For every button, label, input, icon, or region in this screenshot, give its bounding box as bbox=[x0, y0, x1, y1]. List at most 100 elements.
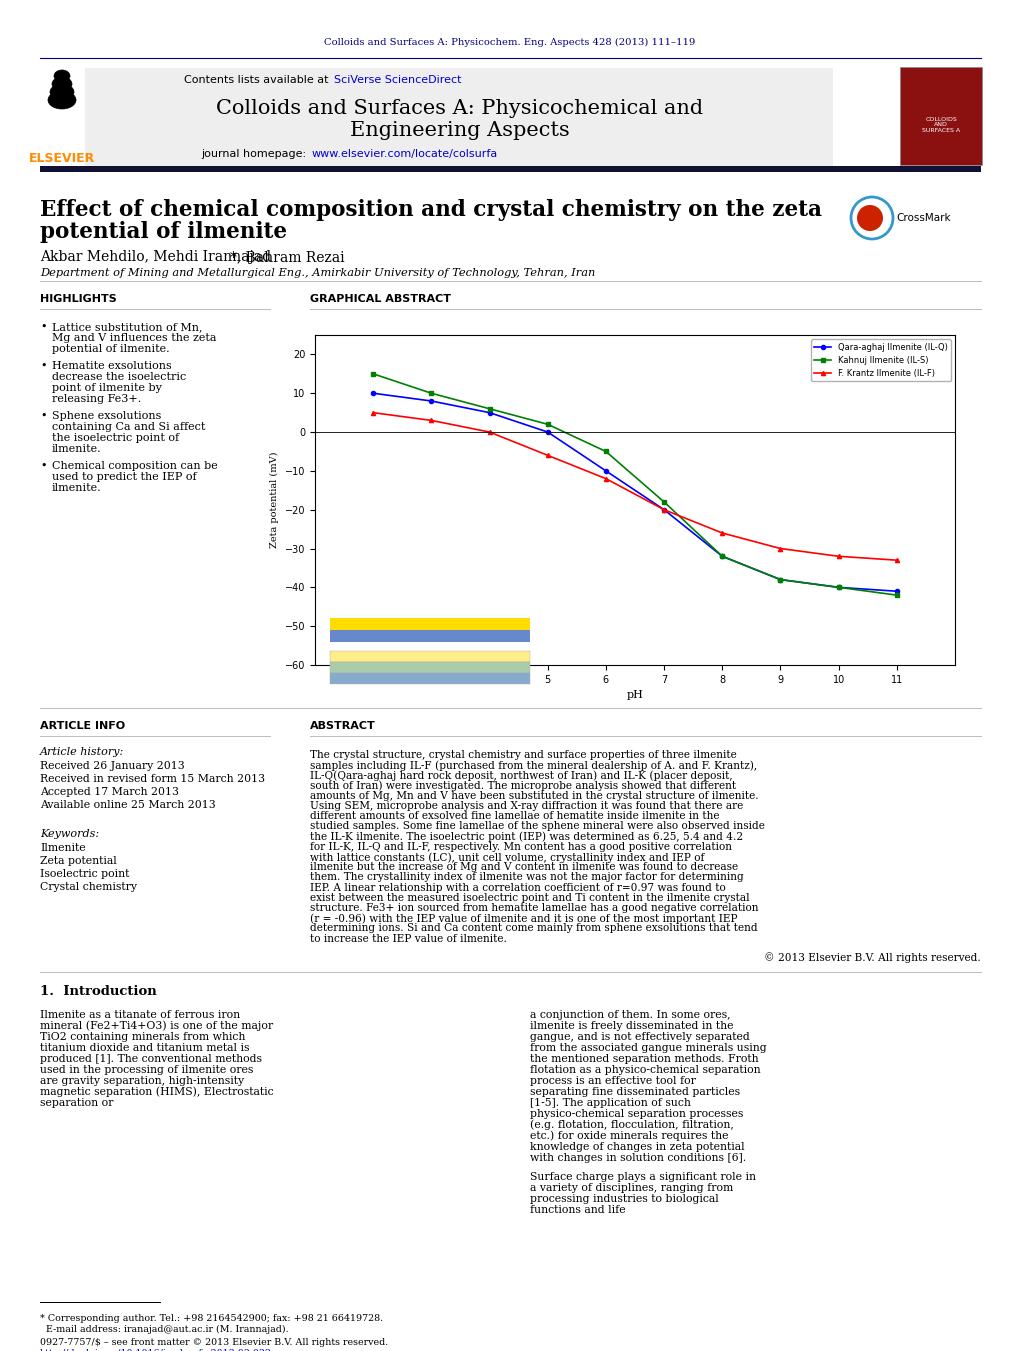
Text: 40.5: 40.5 bbox=[388, 676, 403, 684]
Text: structure. Fe3+ ion sourced from hematite lamellae has a good negative correlati: structure. Fe3+ ion sourced from hematit… bbox=[310, 902, 759, 913]
Qara-aghaj Ilmenite (IL-Q) bbox=[658, 501, 670, 517]
Text: potential of ilmenite.: potential of ilmenite. bbox=[52, 345, 169, 354]
Text: 3.98: 3.98 bbox=[436, 653, 451, 661]
Text: are gravity separation, high-intensity: are gravity separation, high-intensity bbox=[40, 1075, 244, 1086]
Text: (r = -0.96) with the IEP value of ilmenite and it is one of the most important I: (r = -0.96) with the IEP value of ilmeni… bbox=[310, 913, 737, 924]
Text: Colloids and Surfaces A: Physicochem. Eng. Aspects 428 (2013) 111–119: Colloids and Surfaces A: Physicochem. En… bbox=[325, 38, 695, 46]
Text: ilmenite.: ilmenite. bbox=[52, 444, 102, 454]
Text: ilmenite.: ilmenite. bbox=[52, 484, 102, 493]
Line: Qara-aghaj Ilmenite (IL-Q): Qara-aghaj Ilmenite (IL-Q) bbox=[371, 392, 898, 593]
Text: for IL-K, IL-Q and IL-F, respectively. Mn content has a good positive correlatio: for IL-K, IL-Q and IL-F, respectively. M… bbox=[310, 842, 732, 851]
Text: Available online 25 March 2013: Available online 25 March 2013 bbox=[40, 800, 215, 811]
Text: Accepted 17 March 2013: Accepted 17 March 2013 bbox=[40, 788, 179, 797]
Text: Ilmenite as a titanate of ferrous iron: Ilmenite as a titanate of ferrous iron bbox=[40, 1009, 240, 1020]
Text: Received in revised form 15 March 2013: Received in revised form 15 March 2013 bbox=[40, 774, 265, 784]
Text: south of Iran) were investigated. The microprobe analysis showed that different: south of Iran) were investigated. The mi… bbox=[310, 781, 736, 792]
Text: www.elsevier.com/locate/colsurfa: www.elsevier.com/locate/colsurfa bbox=[312, 149, 498, 159]
Text: samples including IL-F (purchased from the mineral dealership of A. and F. Krant: samples including IL-F (purchased from t… bbox=[310, 761, 758, 771]
Text: (e.g. flotation, flocculation, filtration,: (e.g. flotation, flocculation, filtratio… bbox=[530, 1120, 734, 1131]
Kahnuj Ilmenite (IL-S) bbox=[774, 571, 786, 588]
Bar bbox=[85, 68, 833, 168]
Text: functions and life: functions and life bbox=[530, 1205, 626, 1215]
Text: containing Ca and Si affect: containing Ca and Si affect bbox=[52, 422, 205, 432]
Text: •: • bbox=[40, 322, 47, 332]
Legend: Qara-aghaj Ilmenite (IL-Q), Kahnuj Ilmenite (IL-S), F. Krantz Ilmenite (IL-F): Qara-aghaj Ilmenite (IL-Q), Kahnuj Ilmen… bbox=[811, 339, 951, 381]
Ellipse shape bbox=[50, 84, 74, 100]
Kahnuj Ilmenite (IL-S) bbox=[658, 494, 670, 511]
F. Krantz Ilmenite (IL-F) bbox=[716, 526, 728, 542]
Kahnuj Ilmenite (IL-S) bbox=[716, 549, 728, 565]
Kahnuj Ilmenite (IL-S) bbox=[425, 385, 437, 401]
Kahnuj Ilmenite (IL-S) bbox=[483, 401, 495, 417]
Text: •: • bbox=[40, 361, 47, 372]
Text: used to predict the IEP of: used to predict the IEP of bbox=[52, 471, 197, 482]
Bar bbox=[900, 68, 982, 165]
Text: Akbar Mehdilo, Mehdi Irannajad: Akbar Mehdilo, Mehdi Irannajad bbox=[40, 250, 272, 263]
Text: determining ions. Si and Ca content come mainly from sphene exsolutions that ten: determining ions. Si and Ca content come… bbox=[310, 923, 758, 934]
Qara-aghaj Ilmenite (IL-Q) bbox=[716, 549, 728, 565]
Text: Colloids and Surfaces A: Physicochemical and: Colloids and Surfaces A: Physicochemical… bbox=[216, 99, 703, 118]
Text: IL-K: IL-K bbox=[332, 676, 347, 684]
Text: Article history:: Article history: bbox=[40, 747, 125, 757]
Text: studied samples. Some fine lamellae of the sphene mineral were also observed ins: studied samples. Some fine lamellae of t… bbox=[310, 821, 765, 831]
Text: gangue, and is not effectively separated: gangue, and is not effectively separated bbox=[530, 1032, 749, 1042]
Text: used in the processing of ilmenite ores: used in the processing of ilmenite ores bbox=[40, 1065, 253, 1075]
Text: Zeta potential: Zeta potential bbox=[40, 857, 116, 866]
Kahnuj Ilmenite (IL-S) bbox=[599, 443, 612, 459]
Text: ARTICLE INFO: ARTICLE INFO bbox=[40, 721, 126, 731]
X-axis label: pH: pH bbox=[627, 690, 643, 700]
Text: Keywords:: Keywords: bbox=[40, 830, 99, 839]
Kahnuj Ilmenite (IL-S) bbox=[368, 366, 380, 382]
Text: TiO2: TiO2 bbox=[360, 632, 379, 640]
Text: © 2013 Elsevier B.V. All rights reserved.: © 2013 Elsevier B.V. All rights reserved… bbox=[765, 952, 981, 962]
Text: to increase the IEP value of ilmenite.: to increase the IEP value of ilmenite. bbox=[310, 934, 506, 943]
Text: 1.26: 1.26 bbox=[460, 663, 476, 671]
Text: Lattice substitution of Mn,: Lattice substitution of Mn, bbox=[52, 322, 202, 332]
Ellipse shape bbox=[48, 91, 76, 109]
Text: •: • bbox=[40, 411, 47, 422]
Text: a variety of disciplines, ranging from: a variety of disciplines, ranging from bbox=[530, 1182, 733, 1193]
Text: a conjunction of them. In some ores,: a conjunction of them. In some ores, bbox=[530, 1009, 731, 1020]
Text: flotation as a physico-chemical separation: flotation as a physico-chemical separati… bbox=[530, 1065, 761, 1075]
Text: The crystal structure, crystal chemistry and surface properties of three ilmenit: The crystal structure, crystal chemistry… bbox=[310, 750, 737, 761]
Text: 1.  Introduction: 1. Introduction bbox=[40, 985, 157, 998]
Text: Isoelectric point: Isoelectric point bbox=[40, 869, 130, 880]
Text: http://dx.doi.org/10.1016/j.colsurfa.2013.03.032: http://dx.doi.org/10.1016/j.colsurfa.201… bbox=[40, 1350, 272, 1351]
Text: from the associated gangue minerals using: from the associated gangue minerals usin… bbox=[530, 1043, 767, 1052]
Circle shape bbox=[857, 205, 883, 231]
Text: Crystal chemistry: Crystal chemistry bbox=[40, 882, 137, 892]
Text: potential of ilmenite: potential of ilmenite bbox=[40, 222, 287, 243]
Text: titanium dioxide and titanium metal is: titanium dioxide and titanium metal is bbox=[40, 1043, 249, 1052]
Text: process is an effective tool for: process is an effective tool for bbox=[530, 1075, 696, 1086]
Text: Department of Mining and Metallurgical Eng., Amirkabir University of Technology,: Department of Mining and Metallurgical E… bbox=[40, 267, 595, 278]
Text: etc.) for oxide minerals requires the: etc.) for oxide minerals requires the bbox=[530, 1131, 729, 1142]
Text: 4.2: 4.2 bbox=[490, 653, 501, 661]
Text: releasing Fe3+.: releasing Fe3+. bbox=[52, 394, 141, 404]
Text: V2O3: V2O3 bbox=[460, 632, 482, 640]
Text: 45.4: 45.4 bbox=[388, 663, 403, 671]
Text: mineral (Fe2+Ti4+O3) is one of the major: mineral (Fe2+Ti4+O3) is one of the major bbox=[40, 1021, 274, 1031]
Line: Kahnuj Ilmenite (IL-S): Kahnuj Ilmenite (IL-S) bbox=[371, 372, 898, 597]
Text: IL-Q: IL-Q bbox=[332, 663, 347, 671]
Bar bbox=[40, 166, 981, 172]
Qara-aghaj Ilmenite (IL-Q) bbox=[774, 571, 786, 588]
Text: 0: 0 bbox=[412, 676, 417, 684]
Text: CrossMark: CrossMark bbox=[896, 213, 951, 223]
Text: Surface charge plays a significant role in: Surface charge plays a significant role … bbox=[530, 1171, 756, 1182]
Text: 51.20: 51.20 bbox=[360, 663, 380, 671]
Text: TiO2 containing minerals from which: TiO2 containing minerals from which bbox=[40, 1032, 245, 1042]
Text: Using SEM, microprobe analysis and X-ray diffraction it was found that there are: Using SEM, microprobe analysis and X-ray… bbox=[310, 801, 743, 811]
Text: IEP. A linear relationship with a correlation coefficient of r=0.97 was found to: IEP. A linear relationship with a correl… bbox=[310, 882, 726, 893]
Text: ilmenite but the increase of Mg and V content in ilmenite was found to decrease: ilmenite but the increase of Mg and V co… bbox=[310, 862, 738, 873]
Text: processing industries to biological: processing industries to biological bbox=[530, 1194, 719, 1204]
F. Krantz Ilmenite (IL-F) bbox=[774, 540, 786, 557]
Text: Received 26 January 2013: Received 26 January 2013 bbox=[40, 761, 185, 771]
Kahnuj Ilmenite (IL-S) bbox=[541, 416, 553, 432]
Text: IEP: IEP bbox=[490, 632, 503, 640]
Text: them. The crystallinity index of ilmenite was not the major factor for determini: them. The crystallinity index of ilmenit… bbox=[310, 873, 743, 882]
Qara-aghaj Ilmenite (IL-Q) bbox=[599, 463, 612, 480]
Text: point of ilmenite by: point of ilmenite by bbox=[52, 382, 162, 393]
Text: SciVerse ScienceDirect: SciVerse ScienceDirect bbox=[334, 76, 461, 85]
Text: * Corresponding author. Tel.: +98 2164542900; fax: +98 21 66419728.: * Corresponding author. Tel.: +98 216454… bbox=[40, 1315, 383, 1323]
Text: IL-F: IL-F bbox=[332, 653, 346, 661]
